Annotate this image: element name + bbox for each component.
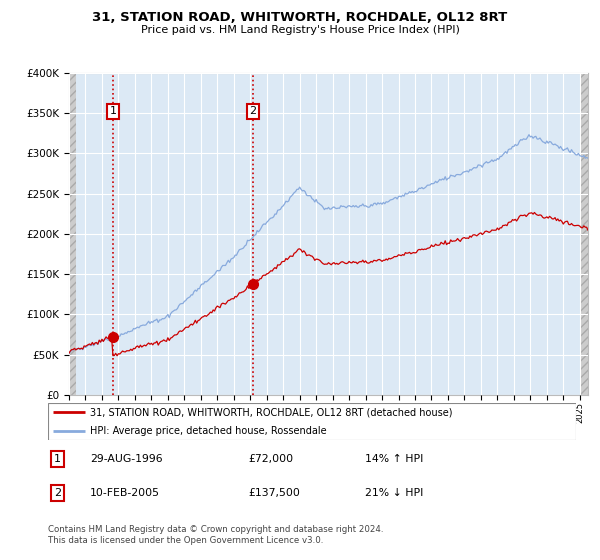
Text: £137,500: £137,500 (248, 488, 301, 498)
Text: 1: 1 (109, 106, 116, 116)
Text: 2: 2 (250, 106, 257, 116)
Text: Price paid vs. HM Land Registry's House Price Index (HPI): Price paid vs. HM Land Registry's House … (140, 25, 460, 35)
Text: 29-AUG-1996: 29-AUG-1996 (90, 454, 163, 464)
Text: 1: 1 (54, 454, 61, 464)
Text: 14% ↑ HPI: 14% ↑ HPI (365, 454, 423, 464)
Bar (69, 73, 76, 395)
FancyBboxPatch shape (48, 403, 576, 440)
Text: 31, STATION ROAD, WHITWORTH, ROCHDALE, OL12 8RT: 31, STATION ROAD, WHITWORTH, ROCHDALE, O… (92, 11, 508, 24)
Text: 10-FEB-2005: 10-FEB-2005 (90, 488, 160, 498)
Text: 21% ↓ HPI: 21% ↓ HPI (365, 488, 423, 498)
Bar (580, 73, 596, 395)
Text: Contains HM Land Registry data © Crown copyright and database right 2024.
This d: Contains HM Land Registry data © Crown c… (48, 525, 383, 545)
Text: £72,000: £72,000 (248, 454, 294, 464)
Text: 31, STATION ROAD, WHITWORTH, ROCHDALE, OL12 8RT (detached house): 31, STATION ROAD, WHITWORTH, ROCHDALE, O… (90, 407, 453, 417)
Text: 2: 2 (54, 488, 61, 498)
Text: HPI: Average price, detached house, Rossendale: HPI: Average price, detached house, Ross… (90, 426, 327, 436)
